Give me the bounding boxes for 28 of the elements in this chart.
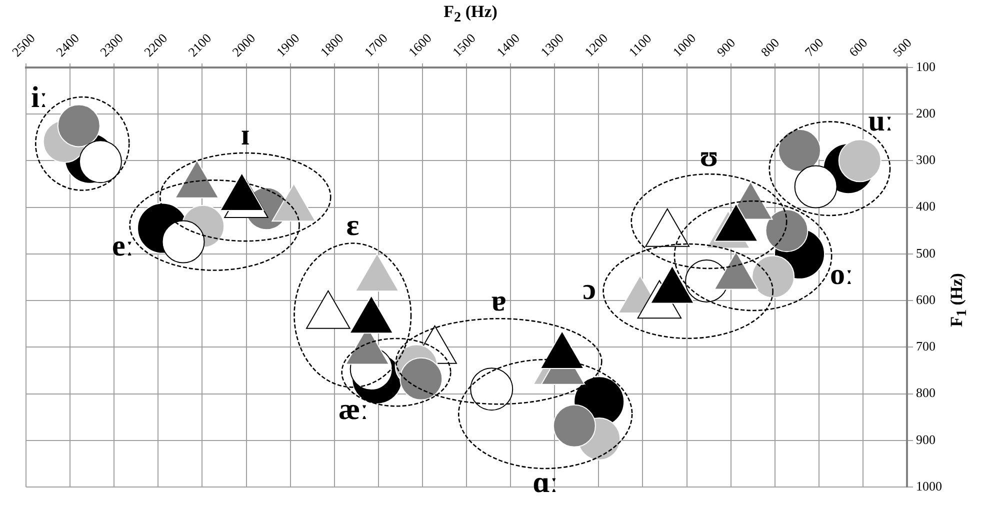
x-tick-label: 900: [714, 35, 738, 60]
series-label: æː: [338, 392, 369, 426]
series-label: ʊ: [700, 140, 718, 173]
y-tick-label: 200: [916, 105, 936, 120]
series-label: iː: [31, 81, 48, 114]
y-tick-label: 900: [916, 432, 936, 447]
x-tick-label: 700: [802, 35, 826, 60]
series-label: oː: [830, 258, 854, 291]
series-label: uː: [868, 104, 894, 138]
y-tick-label: 500: [916, 245, 936, 260]
y-tick-label: 600: [916, 292, 936, 307]
x-axis-title: F$_{2}$ (Hz): [442, 2, 498, 26]
x-tick-label: 1100: [626, 30, 654, 60]
y-tick-label: 300: [916, 152, 936, 168]
x-tick-label: 600: [846, 35, 870, 60]
y-tick-label: 700: [916, 338, 936, 354]
series-label: ɪ: [241, 118, 250, 152]
x-tick-label: 500: [890, 35, 914, 60]
y-tick-label: 800: [916, 385, 936, 400]
y-tick-label: 400: [916, 198, 936, 214]
y-tick-label: 1000: [916, 478, 942, 494]
series-label: eː: [112, 230, 134, 263]
series-label: ɑː: [532, 466, 558, 500]
series-label: ɔ: [582, 272, 596, 306]
y-tick-label: 100: [916, 58, 936, 74]
x-tick-label: 800: [758, 35, 782, 60]
series-label: ɐ: [491, 284, 506, 318]
series-label: ɛ: [346, 208, 360, 242]
